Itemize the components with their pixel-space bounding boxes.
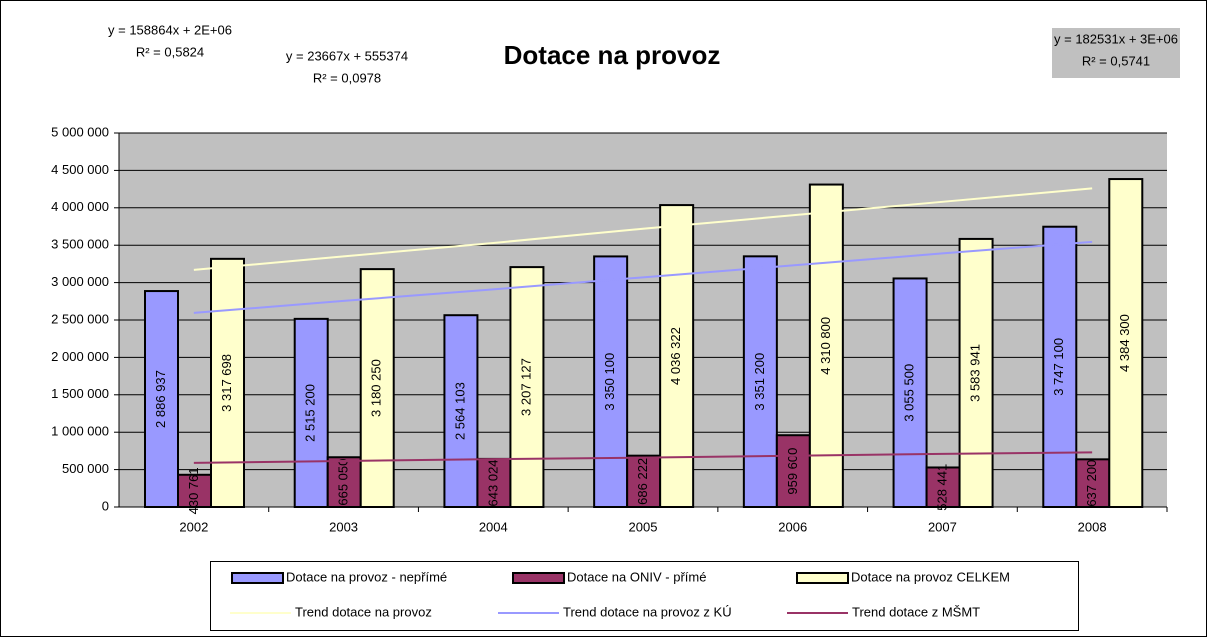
- y-tick-label: 0: [102, 498, 109, 513]
- trend-line: [193, 240, 1093, 314]
- data-label: 3 207 127: [518, 358, 533, 416]
- data-label: 528 441: [935, 464, 950, 511]
- trend-r2: R² = 0,5824: [136, 44, 204, 59]
- legend-label: Trend dotace na provoz z KÚ: [563, 604, 732, 619]
- y-tick-label: 3 000 000: [51, 274, 109, 289]
- trend-equation: y = 182531x + 3E+06: [1054, 31, 1178, 46]
- data-label: 3 317 698: [219, 354, 234, 412]
- trend-r2: R² = 0,5741: [1082, 53, 1150, 68]
- data-label: 3 351 200: [752, 353, 767, 411]
- bar: [925, 466, 961, 509]
- legend-swatch: [231, 572, 284, 584]
- data-label: 686 222: [635, 458, 650, 505]
- data-label: 4 384 300: [1117, 314, 1132, 372]
- data-label: 643 024: [485, 459, 500, 506]
- legend-swatch: [796, 572, 849, 584]
- bar: [144, 290, 179, 508]
- legend-label: Trend dotace z MŠMT: [852, 604, 980, 619]
- data-label: 3 350 100: [602, 353, 617, 411]
- data-label: 2 886 937: [153, 370, 168, 428]
- trend-r2: R² = 0,0978: [313, 70, 381, 85]
- bar: [626, 454, 662, 508]
- x-tick-label: 2007: [928, 519, 957, 534]
- bar: [359, 268, 395, 509]
- trend-equation: y = 23667x + 555374: [286, 48, 408, 63]
- data-label: 665 050: [336, 459, 351, 506]
- bar: [1108, 178, 1144, 509]
- y-tick-label: 4 500 000: [51, 162, 109, 177]
- bar: [509, 266, 545, 508]
- x-tick-label: 2004: [479, 519, 508, 534]
- bar: [293, 317, 329, 508]
- bar: [443, 314, 479, 509]
- data-label: 3 055 500: [902, 364, 917, 422]
- bar: [958, 237, 994, 509]
- x-tick-label: 2005: [629, 519, 658, 534]
- data-label: 637 200: [1084, 460, 1099, 507]
- data-label: 430 761: [186, 467, 201, 514]
- trend-equation: y = 158864x + 2E+06: [108, 22, 232, 37]
- annotation-box: [1052, 28, 1180, 78]
- bar: [1075, 458, 1111, 508]
- data-label: 959 600: [785, 448, 800, 495]
- bar: [210, 257, 245, 508]
- bar: [593, 255, 629, 508]
- data-label: 4 310 800: [818, 317, 833, 375]
- data-label: 2 515 200: [303, 384, 318, 442]
- legend-label: Trend dotace na provoz: [295, 604, 432, 619]
- y-tick-label: 4 000 000: [51, 199, 109, 214]
- y-tick-label: 500 000: [62, 461, 109, 476]
- x-tick-label: 2002: [179, 519, 208, 534]
- bar: [892, 277, 928, 509]
- y-tick-label: 5 000 000: [51, 124, 109, 139]
- y-tick-label: 1 000 000: [51, 424, 109, 439]
- y-tick-label: 2 000 000: [51, 349, 109, 364]
- x-tick-label: 2008: [1078, 519, 1107, 534]
- data-label: 2 564 103: [452, 382, 467, 440]
- legend-swatch: [512, 572, 565, 584]
- x-tick-label: 2003: [329, 519, 358, 534]
- y-tick-label: 1 500 000: [51, 386, 109, 401]
- data-label: 3 180 250: [369, 359, 384, 417]
- bar: [326, 456, 362, 509]
- trend-line: [193, 451, 1093, 464]
- data-label: 3 583 941: [968, 344, 983, 402]
- legend-label: Dotace na provoz CELKEM: [851, 569, 1010, 584]
- bar: [742, 255, 778, 508]
- bar: [808, 183, 844, 508]
- bar: [775, 434, 811, 508]
- legend-label: Dotace na provoz - nepřímé: [286, 569, 447, 584]
- bar: [1042, 225, 1078, 508]
- chart-title: Dotace na provoz: [504, 40, 721, 70]
- legend-label: Dotace na ONIV - přímé: [567, 569, 706, 584]
- data-label: 4 036 322: [668, 327, 683, 385]
- data-label: 3 747 100: [1051, 338, 1066, 396]
- trend-line: [193, 187, 1093, 271]
- bar: [177, 473, 212, 509]
- y-tick-label: 2 500 000: [51, 311, 109, 326]
- x-tick-label: 2006: [778, 519, 807, 534]
- y-tick-label: 3 500 000: [51, 237, 109, 252]
- legend-box: [210, 561, 1079, 631]
